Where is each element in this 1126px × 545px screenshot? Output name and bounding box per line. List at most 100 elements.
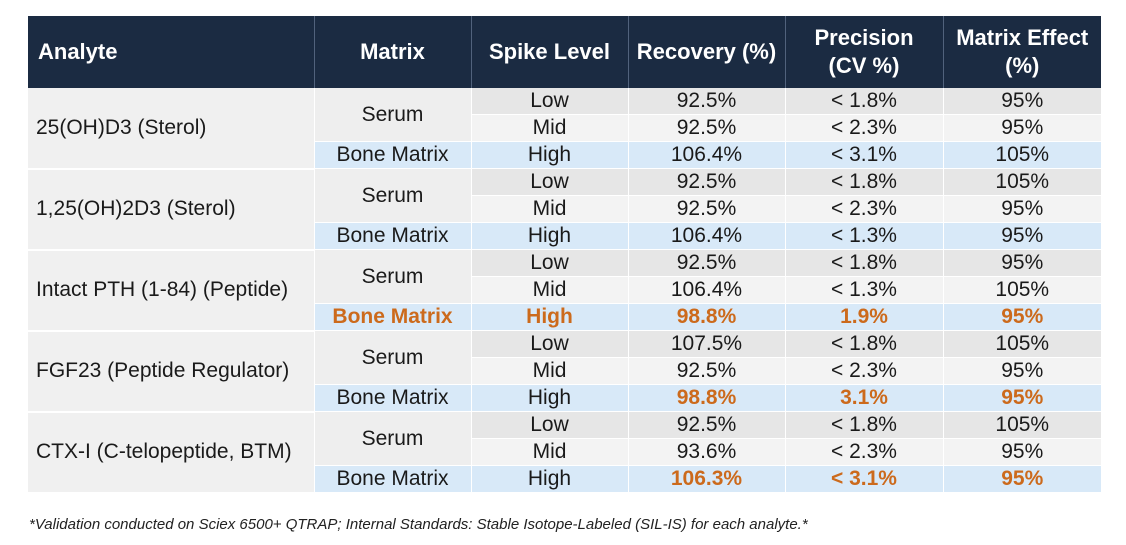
analyte-cell: Intact PTH (1-84) (Peptide) [28,249,315,332]
table-row: 25(OH)D3 (Sterol) Serum Low 92.5% < 1.8% 95% [28,88,1101,170]
matrix-cell: Bone Matrix [314,465,472,493]
level-cell: Mid [471,195,629,223]
matrix-cell: Serum [314,168,472,223]
matrix-cell: Bone Matrix [314,303,472,331]
header-analyte: Analyte [28,16,315,88]
recovery-cell: 92.5% [628,195,786,223]
level-cell: High [471,384,629,412]
matrix-cell: Serum [314,411,472,466]
table-header-row: Analyte Matrix Spike Level Recovery (%) … [28,16,1101,88]
recovery-cell: 92.5% [628,168,786,196]
table-row: FGF23 (Peptide Regulator) Serum Low 107.5% <… [28,330,1101,413]
recovery-cell: 98.8% [628,384,786,412]
table-row: Mid 92.5% < 2.3% 95% [28,357,1101,385]
recovery-cell: 92.5% [628,357,786,385]
matrix-effect-cell: 105% [943,168,1101,196]
matrix-effect-cell: 105% [943,276,1101,304]
table-row: CTX-I (C-telopeptide, BTM) Serum Low 92.5% <… [28,411,1101,494]
table-body: 25(OH)D3 (Sterol) Serum Low 92.5% < 1.8% 95% M… [28,88,1101,494]
precision-cell: < 1.8% [785,168,944,196]
table-row: Bone Matrix High 106.3% < 3.1% 95% [28,465,1101,493]
footnote: *Validation conducted on Sciex 6500+ QTR… [29,516,808,533]
matrix-effect-cell: 95% [943,222,1101,250]
header-matrix: Matrix [314,16,472,88]
header-recovery: Recovery (%) [628,16,786,88]
precision-cell: < 1.8% [785,411,944,439]
precision-cell: < 2.3% [785,195,944,223]
level-cell: High [471,303,629,331]
analyte-cell: FGF23 (Peptide Regulator) [28,330,315,413]
header-spike-level: Spike Level [471,16,629,88]
table-row: Mid 93.6% < 2.3% 95% [28,438,1101,466]
matrix-cell: Bone Matrix [314,141,472,169]
level-cell: Mid [471,276,629,304]
matrix-effect-cell: 95% [943,438,1101,466]
recovery-cell: 92.5% [628,114,786,142]
precision-cell: < 1.8% [785,249,944,277]
header-matrix-effect: Matrix Effect (%) [943,16,1101,88]
precision-cell: 3.1% [785,384,944,412]
level-cell: Mid [471,357,629,385]
precision-cell: < 2.3% [785,357,944,385]
precision-cell: < 1.8% [785,88,944,115]
recovery-cell: 106.4% [628,276,786,304]
matrix-effect-cell: 95% [943,249,1101,277]
matrix-effect-cell: 95% [943,384,1101,412]
precision-cell: < 1.3% [785,276,944,304]
level-cell: Low [471,168,629,196]
table-row: Bone Matrix High 98.8% 3.1% 95% [28,384,1101,412]
analyte-cell: 1,25(OH)2D3 (Sterol) [28,168,315,251]
precision-cell: < 2.3% [785,438,944,466]
level-cell: Mid [471,114,629,142]
recovery-cell: 98.8% [628,303,786,331]
matrix-cell: Bone Matrix [314,222,472,250]
level-cell: Low [471,88,629,115]
matrix-effect-cell: 95% [943,357,1101,385]
level-cell: Low [471,249,629,277]
recovery-cell: 92.5% [628,249,786,277]
table-row: Bone Matrix High 106.4% < 1.3% 95% [28,222,1101,250]
recovery-cell: 106.3% [628,465,786,493]
recovery-cell: 107.5% [628,330,786,358]
table-row: Mid 92.5% < 2.3% 95% [28,114,1101,142]
matrix-cell: Serum [314,249,472,304]
level-cell: Low [471,330,629,358]
matrix-effect-cell: 95% [943,465,1101,493]
recovery-cell: 92.5% [628,411,786,439]
precision-cell: < 3.1% [785,141,944,169]
analyte-cell: 25(OH)D3 (Sterol) [28,88,315,170]
matrix-cell: Serum [314,330,472,385]
recovery-cell: 92.5% [628,88,786,115]
precision-cell: < 1.8% [785,330,944,358]
recovery-cell: 93.6% [628,438,786,466]
table-row: Mid 92.5% < 2.3% 95% [28,195,1101,223]
matrix-effect-cell: 95% [943,195,1101,223]
validation-table: Analyte Matrix Spike Level Recovery (%) … [28,16,1101,494]
precision-cell: < 2.3% [785,114,944,142]
matrix-effect-cell: 105% [943,330,1101,358]
recovery-cell: 106.4% [628,222,786,250]
table-row: 1,25(OH)2D3 (Sterol) Serum Low 92.5% < 1.8% 1… [28,168,1101,251]
level-cell: High [471,465,629,493]
level-cell: Low [471,411,629,439]
matrix-cell: Bone Matrix [314,384,472,412]
table-row: Mid 106.4% < 1.3% 105% [28,276,1101,304]
matrix-effect-cell: 95% [943,88,1101,115]
precision-cell: < 3.1% [785,465,944,493]
table-row: Intact PTH (1-84) (Peptide) Serum Low 92.5%… [28,249,1101,332]
precision-cell: 1.9% [785,303,944,331]
level-cell: High [471,222,629,250]
analyte-cell: CTX-I (C-telopeptide, BTM) [28,411,315,494]
matrix-effect-cell: 105% [943,411,1101,439]
table-row: Bone Matrix High 98.8% 1.9% 95% [28,303,1101,331]
level-cell: Mid [471,438,629,466]
recovery-cell: 106.4% [628,141,786,169]
matrix-effect-cell: 95% [943,114,1101,142]
precision-cell: < 1.3% [785,222,944,250]
level-cell: High [471,141,629,169]
header-precision: Precision (CV %) [785,16,944,88]
matrix-effect-cell: 105% [943,141,1101,169]
matrix-cell: Serum [314,88,472,142]
matrix-effect-cell: 95% [943,303,1101,331]
table-row: Bone Matrix High 106.4% < 3.1% 105% [28,141,1101,169]
